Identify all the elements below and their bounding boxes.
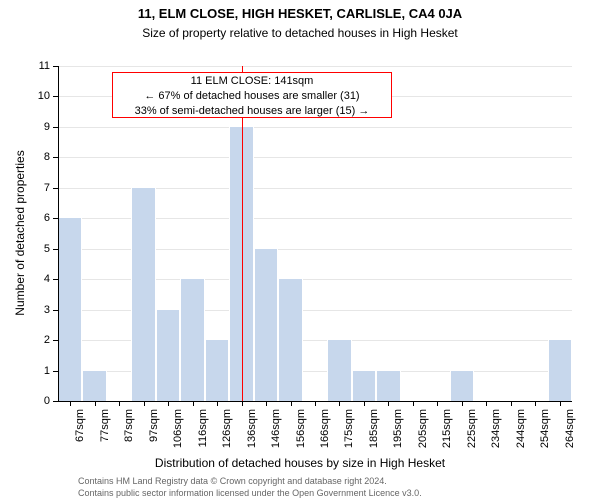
y-tick-label: 3 [0, 304, 50, 316]
y-tick-mark [53, 340, 58, 341]
x-tick-label: 146sqm [270, 409, 282, 448]
x-tick-label: 244sqm [515, 409, 527, 448]
x-tick-mark [217, 401, 218, 406]
x-tick-label: 234sqm [490, 409, 502, 448]
x-tick-label: 264sqm [564, 409, 576, 448]
x-axis-label: Distribution of detached houses by size … [0, 456, 600, 470]
histogram-bar [254, 249, 278, 401]
histogram-bar [278, 279, 302, 401]
y-tick-mark [53, 401, 58, 402]
x-tick-mark [315, 401, 316, 406]
x-tick-label: 254sqm [539, 409, 551, 448]
histogram-bar [156, 310, 180, 401]
y-tick-mark [53, 310, 58, 311]
y-tick-mark [53, 66, 58, 67]
y-tick-mark [53, 127, 58, 128]
y-tick-label: 11 [0, 60, 50, 72]
y-tick-label: 7 [0, 182, 50, 194]
x-tick-mark [95, 401, 96, 406]
histogram-bar [82, 371, 106, 401]
x-tick-label: 97sqm [148, 409, 160, 442]
annotation-line2: ← 67% of detached houses are smaller (31… [115, 89, 389, 104]
histogram-bar [376, 371, 400, 401]
x-tick-label: 195sqm [392, 409, 404, 448]
x-tick-label: 77sqm [99, 409, 111, 442]
plot-area: 11 ELM CLOSE: 141sqm ← 67% of detached h… [58, 66, 572, 401]
x-tick-label: 67sqm [74, 409, 86, 442]
x-tick-mark [193, 401, 194, 406]
annotation-line3: 33% of semi-detached houses are larger (… [115, 104, 389, 119]
x-tick-label: 116sqm [197, 409, 209, 447]
x-tick-mark [144, 401, 145, 406]
histogram-bar [58, 218, 82, 401]
histogram-bar [131, 188, 155, 401]
y-tick-label: 9 [0, 121, 50, 133]
x-tick-mark [242, 401, 243, 406]
grid-line [58, 66, 572, 67]
histogram-bar [548, 340, 572, 401]
y-tick-label: 4 [0, 273, 50, 285]
x-tick-mark [560, 401, 561, 406]
y-tick-mark [53, 157, 58, 158]
y-tick-label: 0 [0, 395, 50, 407]
footer-attribution: Contains HM Land Registry data © Crown c… [78, 476, 422, 499]
footer-line1: Contains HM Land Registry data © Crown c… [78, 476, 422, 488]
histogram-bar [205, 340, 229, 401]
x-tick-label: 87sqm [123, 409, 135, 442]
x-tick-mark [437, 401, 438, 406]
x-tick-mark [364, 401, 365, 406]
y-tick-mark [53, 188, 58, 189]
footer-line2: Contains public sector information licen… [78, 488, 422, 500]
x-tick-mark [511, 401, 512, 406]
x-tick-mark [462, 401, 463, 406]
y-tick-mark [53, 371, 58, 372]
x-tick-label: 205sqm [417, 409, 429, 448]
y-tick-mark [53, 96, 58, 97]
x-tick-mark [70, 401, 71, 406]
x-tick-mark [119, 401, 120, 406]
y-axis-line [58, 66, 59, 401]
x-tick-label: 175sqm [343, 409, 355, 448]
y-tick-mark [53, 249, 58, 250]
annotation-line1: 11 ELM CLOSE: 141sqm [115, 74, 389, 89]
grid-line [58, 127, 572, 128]
y-tick-label: 1 [0, 365, 50, 377]
y-tick-label: 6 [0, 212, 50, 224]
x-tick-label: 215sqm [441, 409, 453, 448]
chart-container: 11, ELM CLOSE, HIGH HESKET, CARLISLE, CA… [0, 0, 600, 500]
x-tick-mark [266, 401, 267, 406]
x-tick-mark [486, 401, 487, 406]
y-tick-label: 10 [0, 90, 50, 102]
x-tick-label: 156sqm [295, 409, 307, 448]
chart-title-description: Size of property relative to detached ho… [0, 26, 600, 40]
x-tick-mark [339, 401, 340, 406]
x-tick-mark [168, 401, 169, 406]
y-tick-label: 5 [0, 243, 50, 255]
x-tick-label: 185sqm [368, 409, 380, 448]
x-tick-mark [291, 401, 292, 406]
x-tick-mark [413, 401, 414, 406]
chart-title-address: 11, ELM CLOSE, HIGH HESKET, CARLISLE, CA… [0, 6, 600, 21]
x-tick-label: 166sqm [319, 409, 331, 448]
y-tick-mark [53, 279, 58, 280]
annotation-box: 11 ELM CLOSE: 141sqm ← 67% of detached h… [112, 72, 392, 118]
y-tick-label: 2 [0, 334, 50, 346]
x-tick-mark [535, 401, 536, 406]
y-tick-label: 8 [0, 151, 50, 163]
x-tick-label: 106sqm [172, 409, 184, 448]
x-tick-label: 225sqm [466, 409, 478, 448]
histogram-bar [352, 371, 376, 401]
x-tick-label: 126sqm [221, 409, 233, 448]
y-tick-mark [53, 218, 58, 219]
x-tick-label: 136sqm [246, 409, 258, 448]
histogram-bar [327, 340, 351, 401]
x-tick-mark [388, 401, 389, 406]
grid-line [58, 157, 572, 158]
histogram-bar [450, 371, 474, 401]
histogram-bar [180, 279, 204, 401]
